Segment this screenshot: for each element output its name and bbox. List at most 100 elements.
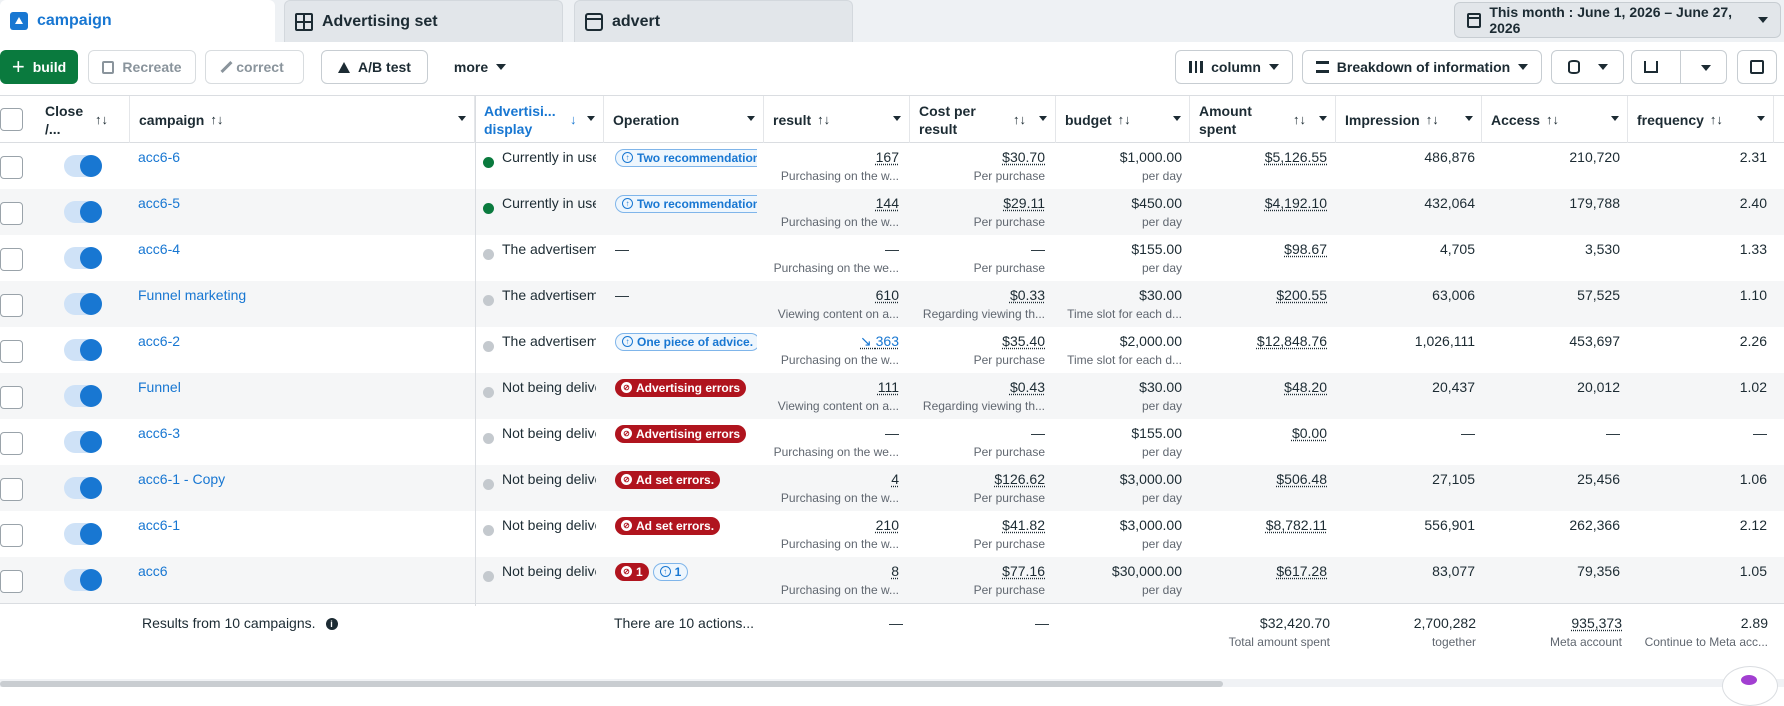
cost-value[interactable]: $0.43 (926, 379, 1045, 395)
result-value[interactable]: 4 (780, 471, 899, 487)
campaign-name-link[interactable]: acc6-2 (138, 333, 180, 349)
campaign-name-link[interactable]: acc6-6 (138, 149, 180, 165)
campaign-name-link[interactable]: acc6 (138, 563, 168, 579)
column-button[interactable]: column (1175, 50, 1293, 84)
amount-spent-value[interactable]: $200.55 (1196, 287, 1327, 303)
result-value[interactable]: 8 (780, 563, 899, 579)
cost-value[interactable]: $77.16 (926, 563, 1045, 579)
result-value[interactable]: — (780, 241, 899, 257)
result-value[interactable]: 167 (780, 149, 899, 165)
cost-value[interactable]: $29.11 (926, 195, 1045, 211)
export-button[interactable] (1631, 50, 1727, 84)
table-row[interactable]: acc6-1 Not being delivered ⊘ Ad set error… (0, 511, 1784, 557)
result-value[interactable]: 610 (780, 287, 899, 303)
table-row[interactable]: acc6-2 The advertisement ↑ One piece of a… (0, 327, 1784, 373)
row-checkbox[interactable] (0, 524, 23, 547)
breakdown-button[interactable]: Breakdown of information (1302, 50, 1542, 84)
row-checkbox[interactable] (0, 478, 23, 501)
tab-advert[interactable]: advert (574, 0, 853, 42)
table-row[interactable]: acc6 Not being delivered ⊘1 ↑1 8 Purchas… (0, 557, 1784, 603)
more-button[interactable]: more (440, 50, 520, 84)
campaign-toggle[interactable] (64, 477, 102, 499)
table-row[interactable]: acc6-5 Currently in use ↑ Two recommendat… (0, 189, 1784, 235)
header-amount-spent[interactable]: Amount spent ↑↓ (1190, 96, 1336, 143)
cost-value[interactable]: $35.40 (926, 333, 1045, 349)
error-badge[interactable]: ⊘ Ad set errors. (615, 471, 720, 489)
amount-spent-value[interactable]: $5,126.55 (1196, 149, 1327, 165)
chart-toggle-button[interactable] (1737, 50, 1777, 84)
build-button[interactable]: + build (0, 50, 78, 84)
cost-value[interactable]: $41.82 (926, 517, 1045, 533)
campaign-toggle[interactable] (64, 201, 102, 223)
campaign-name-link[interactable]: acc6-5 (138, 195, 180, 211)
campaign-toggle[interactable] (64, 339, 102, 361)
campaign-name-link[interactable]: Funnel (138, 379, 181, 395)
amount-spent-value[interactable]: $8,782.11 (1196, 517, 1327, 533)
tab-campaign[interactable]: campaign (0, 0, 275, 42)
cost-value[interactable]: $126.62 (926, 471, 1045, 487)
header-budget[interactable]: budget ↑↓ (1056, 96, 1190, 143)
amount-spent-value[interactable]: $617.28 (1196, 563, 1327, 579)
header-campaign[interactable]: campaign ↑↓ (130, 96, 475, 143)
campaign-name-link[interactable]: acc6-1 (138, 517, 180, 533)
campaign-name-link[interactable]: acc6-1 - Copy (138, 471, 225, 487)
header-close[interactable]: Close /... ↑↓ (36, 96, 130, 143)
result-value[interactable]: 144 (780, 195, 899, 211)
footer-actions[interactable]: There are 10 actions... (614, 615, 754, 631)
campaign-toggle[interactable] (64, 431, 102, 453)
result-value[interactable]: — (780, 425, 899, 441)
error-badge[interactable]: ⊘ 1 (615, 563, 649, 581)
campaign-name-link[interactable]: acc6-4 (138, 241, 180, 257)
header-frequency[interactable]: frequency ↑↓ (1628, 96, 1774, 143)
result-value[interactable]: ↘ 363 (780, 333, 899, 350)
error-badge[interactable]: ⊘ Ad set errors. (615, 517, 720, 535)
error-badge[interactable]: ⊘ Advertising errors (615, 425, 746, 443)
campaign-name-link[interactable]: Funnel marketing (138, 287, 246, 303)
campaign-toggle[interactable] (64, 523, 102, 545)
table-row[interactable]: acc6-3 Not being delivered ⊘ Advertising … (0, 419, 1784, 465)
recreate-button[interactable]: Recreate (88, 50, 196, 84)
table-row[interactable]: acc6-4 The advertisement — — Purchasing … (0, 235, 1784, 281)
header-impression[interactable]: Impression ↑↓ (1336, 96, 1482, 143)
recommendation-badge[interactable]: ↑ One piece of advice. (615, 333, 757, 351)
amount-spent-value[interactable]: $506.48 (1196, 471, 1327, 487)
row-checkbox[interactable] (0, 294, 23, 317)
header-cost-per-result[interactable]: Cost per result ↑↓ (910, 96, 1056, 143)
cost-value[interactable]: — (926, 425, 1045, 441)
ab-test-button[interactable]: A/B test (321, 50, 428, 84)
row-checkbox[interactable] (0, 386, 23, 409)
header-select-all[interactable] (0, 96, 36, 143)
header-access[interactable]: Access ↑↓ (1482, 96, 1628, 143)
row-checkbox[interactable] (0, 248, 23, 271)
campaign-toggle[interactable] (64, 385, 102, 407)
tab-advertising-set[interactable]: Advertising set (284, 0, 563, 42)
reports-button[interactable] (1551, 50, 1624, 84)
campaign-name-link[interactable]: acc6-3 (138, 425, 180, 441)
table-row[interactable]: Funnel Not being delivered ⊘ Advertising … (0, 373, 1784, 419)
header-operation[interactable]: Operation (604, 96, 764, 143)
horizontal-scrollbar[interactable] (0, 681, 1223, 687)
cost-value[interactable]: — (926, 241, 1045, 257)
table-row[interactable]: Funnel marketing The advertisement — 610… (0, 281, 1784, 327)
result-value[interactable]: 111 (780, 379, 899, 395)
amount-spent-value[interactable]: $0.00 (1196, 425, 1327, 441)
meta-ai-icon[interactable] (1722, 666, 1778, 706)
date-range-picker[interactable]: This month : June 1, 2026 – June 27, 202… (1454, 2, 1781, 38)
row-checkbox[interactable] (0, 202, 23, 225)
campaign-toggle[interactable] (64, 155, 102, 177)
header-ad-display[interactable]: Advertisi... display ↓ (475, 96, 604, 143)
info-icon[interactable]: i (326, 618, 338, 630)
campaign-toggle[interactable] (64, 247, 102, 269)
row-checkbox[interactable] (0, 570, 23, 593)
table-row[interactable]: acc6-6 Currently in use ↑ Two recommendat… (0, 143, 1784, 189)
amount-spent-value[interactable]: $12,848.76 (1196, 333, 1327, 349)
recommendation-badge[interactable]: ↑ Two recommendations (615, 195, 757, 213)
cost-value[interactable]: $0.33 (926, 287, 1045, 303)
error-badge[interactable]: ⊘ Advertising errors (615, 379, 746, 397)
campaign-toggle[interactable] (64, 293, 102, 315)
amount-spent-value[interactable]: $4,192.10 (1196, 195, 1327, 211)
row-checkbox[interactable] (0, 340, 23, 363)
campaign-toggle[interactable] (64, 569, 102, 591)
row-checkbox[interactable] (0, 432, 23, 455)
header-result[interactable]: result ↑↓ (764, 96, 910, 143)
